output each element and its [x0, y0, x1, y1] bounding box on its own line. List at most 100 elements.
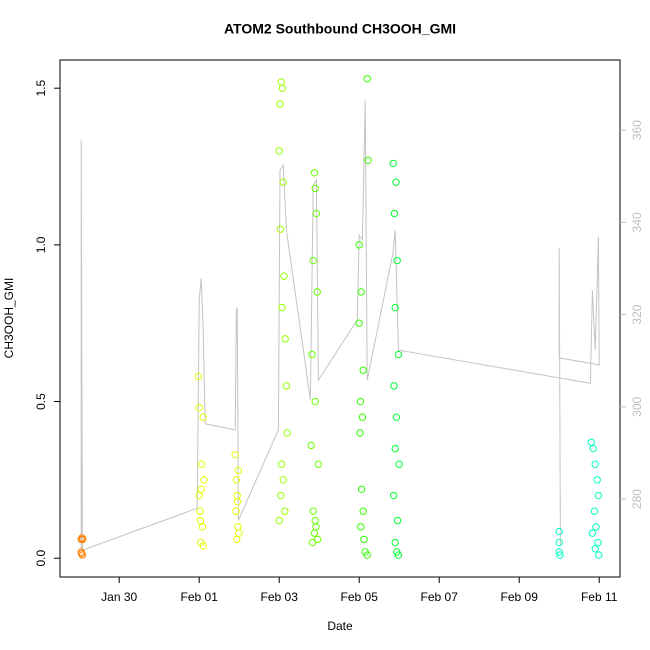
y-tick-label: 1.0 — [34, 236, 48, 253]
scatter-point — [587, 438, 595, 446]
y-tick-label: 0.5 — [34, 393, 48, 410]
scatter-point — [591, 460, 599, 468]
scatter-point — [392, 178, 400, 186]
scatter-point — [199, 413, 207, 421]
scatter-point — [391, 303, 399, 312]
scatter-point — [592, 523, 600, 531]
scatter-point — [276, 100, 284, 108]
scatter-point — [363, 75, 371, 83]
scatter-point — [394, 350, 403, 359]
scatter-point — [355, 241, 363, 249]
scatter-point — [555, 527, 563, 536]
scatter-point — [359, 507, 367, 515]
scatter-point — [196, 516, 205, 525]
scatter-point — [390, 382, 398, 390]
scatter-point — [277, 460, 286, 468]
scatter-point — [196, 507, 204, 515]
scatter-point — [77, 549, 86, 558]
scatter-point — [309, 256, 317, 265]
scatter-point — [232, 507, 240, 515]
scatter-point — [357, 485, 366, 493]
y-tick-label: 0.0 — [34, 550, 48, 567]
scatter-point — [282, 382, 291, 390]
x-tick-label: Feb 05 — [341, 590, 379, 604]
scatter-point — [233, 498, 242, 506]
scatter-point — [200, 476, 208, 484]
scatter-point — [198, 523, 207, 531]
scatter-point — [588, 529, 597, 537]
scatter-point — [309, 507, 317, 515]
scatter-point — [233, 535, 241, 544]
y-axis-label: CH3OOH_GMI — [2, 278, 16, 359]
scatter-point — [389, 159, 397, 168]
scatter-point — [277, 78, 285, 86]
scatter-point — [593, 476, 601, 484]
scatter-point — [233, 491, 241, 500]
scatter-point — [279, 476, 287, 484]
scatter-point — [278, 303, 286, 312]
scatter-point — [392, 413, 401, 421]
scatter-point — [311, 516, 319, 525]
scatter-point — [357, 288, 365, 296]
scatter-point — [589, 444, 597, 453]
scatter-point — [79, 535, 87, 544]
scatter-point — [281, 335, 289, 343]
scatter-point — [389, 491, 398, 500]
scatter-point — [277, 491, 285, 500]
scatter-point — [360, 535, 368, 544]
scatter-point — [357, 523, 365, 531]
scatter-point — [555, 538, 563, 547]
scatter-point — [310, 169, 319, 177]
scatter-point — [555, 548, 563, 556]
scatter-point — [283, 429, 291, 437]
scatter-point — [356, 397, 365, 406]
scatter-point — [311, 184, 319, 193]
scatter-point — [313, 288, 321, 296]
y2-tick-label: 320 — [630, 304, 644, 324]
scatter-point — [359, 366, 367, 374]
scatter-point — [308, 350, 316, 359]
scatter-point — [307, 441, 315, 450]
x-tick-label: Jan 30 — [101, 590, 137, 604]
y-tick-label: 1.5 — [34, 80, 48, 97]
scatter-point — [391, 444, 399, 453]
scatter-point — [280, 272, 288, 280]
chart-title: ATOM2 Southbound CH3OOH_GMI — [224, 21, 456, 37]
scatter-point — [311, 397, 319, 406]
scatter-point — [590, 507, 599, 515]
scatter-point — [281, 507, 289, 515]
scatter-point — [308, 538, 317, 547]
scatter-point — [393, 256, 401, 265]
scatter-point — [199, 541, 207, 550]
scatter-point — [595, 551, 603, 559]
scatter-point — [235, 529, 243, 537]
scatter-point — [594, 538, 602, 547]
y2-tick-label: 340 — [630, 212, 644, 232]
scatter-point — [394, 551, 403, 559]
scatter-point — [194, 372, 203, 381]
scatter-point — [275, 147, 283, 155]
x-tick-label: Feb 01 — [181, 590, 219, 604]
scatter-point — [356, 429, 364, 437]
scatter-point — [195, 404, 203, 412]
scatter-point — [313, 535, 322, 544]
x-axis-label: Date — [327, 619, 353, 633]
x-tick-label: Feb 11 — [581, 590, 618, 604]
scatter-point — [591, 545, 599, 553]
scatter-point — [234, 466, 243, 475]
scatter-point — [276, 225, 285, 233]
plot-frame — [59, 59, 621, 578]
scatter-point — [364, 156, 372, 164]
y2-tick-label: 360 — [630, 120, 644, 140]
y2-tick-label: 300 — [630, 396, 644, 416]
x-tick-label: Feb 09 — [501, 590, 539, 604]
scatter-point — [390, 209, 399, 218]
scatter-point — [355, 319, 363, 327]
scatter-point — [393, 516, 402, 525]
scatter-point — [197, 460, 206, 468]
scatter-point — [312, 523, 320, 531]
scatter-point — [279, 178, 287, 186]
scatter-point — [275, 516, 283, 525]
scatter-point — [314, 460, 323, 468]
